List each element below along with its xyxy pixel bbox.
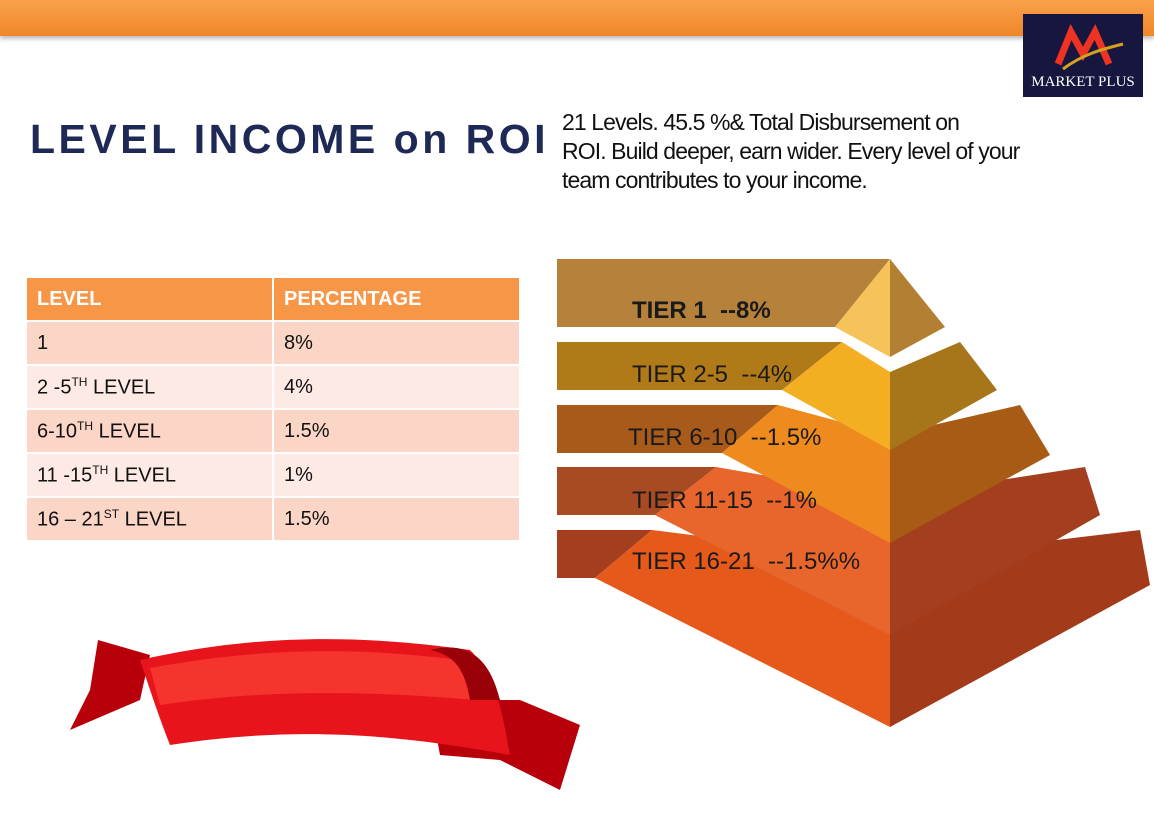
description-line: 21 Levels. 45.5 %& Total Disbursement on <box>562 109 960 135</box>
tier-label: TIER 1 --8% <box>632 297 771 324</box>
level-text: 6-10 <box>37 420 78 443</box>
level-cell: 1 <box>27 320 273 365</box>
ribbon <box>70 639 580 790</box>
description-line: team contributes to your income. <box>562 167 868 193</box>
pyramid-left-face <box>835 259 890 357</box>
tier-band <box>557 530 652 578</box>
level-word: LEVEL <box>93 420 161 443</box>
table-row: 16 – 21ST LEVEL 1.5% <box>27 496 519 540</box>
tier-band <box>557 259 890 327</box>
description-line: ROI. Build deeper, earn wider. Every lev… <box>562 138 1020 164</box>
table-row: 11 -15TH LEVEL 1% <box>27 452 519 497</box>
level-suffix: ST <box>103 506 120 521</box>
level-text: 1 <box>37 331 49 354</box>
tier-label: TIER 2-5 --4% <box>632 361 792 388</box>
tier-label: TIER 16-21 --1.5%% <box>632 548 860 575</box>
level-cell: 6-10TH LEVEL <box>27 408 273 453</box>
tier-band <box>557 467 716 515</box>
column-header: LEVEL <box>27 278 273 321</box>
level-cell: 11 -15TH LEVEL <box>27 452 273 497</box>
logo-text: MARKET PLUS <box>1031 74 1135 90</box>
pyramid-right-face <box>890 405 1050 543</box>
pyramid-right-face <box>890 342 997 450</box>
tier-label: TIER 11-15 --1% <box>632 487 817 514</box>
tier-band <box>557 405 778 453</box>
table-row: 2 -5TH LEVEL 4% <box>27 364 519 409</box>
pyramid-left-face <box>782 342 890 450</box>
level-cell: 2 -5TH LEVEL <box>27 364 273 409</box>
level-suffix: TH <box>77 418 94 433</box>
percentage-cell: 4% <box>272 364 519 409</box>
level-text: 11 -15 <box>37 464 93 487</box>
top-bar <box>0 0 1154 36</box>
level-word: LEVEL <box>108 464 177 487</box>
level-suffix: TH <box>92 462 109 477</box>
tier-band <box>557 342 842 390</box>
percentage-cell: 8% <box>272 320 519 365</box>
table-row: 6-10TH LEVEL 1.5% <box>27 408 519 453</box>
title: LEVEL INCOME on ROI <box>30 116 550 162</box>
column-header: PERCENTAGE <box>272 278 519 321</box>
level-table: LEVEL PERCENTAGE 1 8% 2 -5TH LEVEL 4% 6-10TH… <box>27 278 519 540</box>
level-word: LEVEL <box>119 508 187 531</box>
level-suffix: TH <box>71 374 88 389</box>
pyramid-left-face <box>722 405 890 543</box>
pyramid-right-face <box>890 259 945 357</box>
pyramid: TIER 1 --8% TIER 2-5 --4% TIER 6-10 --1.5%… <box>557 259 1150 727</box>
tier-label: TIER 6-10 --1.5% <box>628 424 821 451</box>
logo-mark <box>1054 23 1124 71</box>
percentage-cell: 1.5% <box>272 408 519 453</box>
level-text: 2 -5 <box>37 376 72 399</box>
level-text: 16 – 21 <box>37 508 104 531</box>
level-cell: 16 – 21ST LEVEL <box>27 496 273 540</box>
table-row: 1 8% <box>27 320 519 365</box>
percentage-cell: 1% <box>272 452 519 497</box>
logo: MARKET PLUS <box>1023 14 1143 97</box>
description: 21 Levels. 45.5 %& Total Disbursement on… <box>562 108 1020 195</box>
level-word: LEVEL <box>87 376 156 399</box>
percentage-cell: 1.5% <box>272 496 519 540</box>
